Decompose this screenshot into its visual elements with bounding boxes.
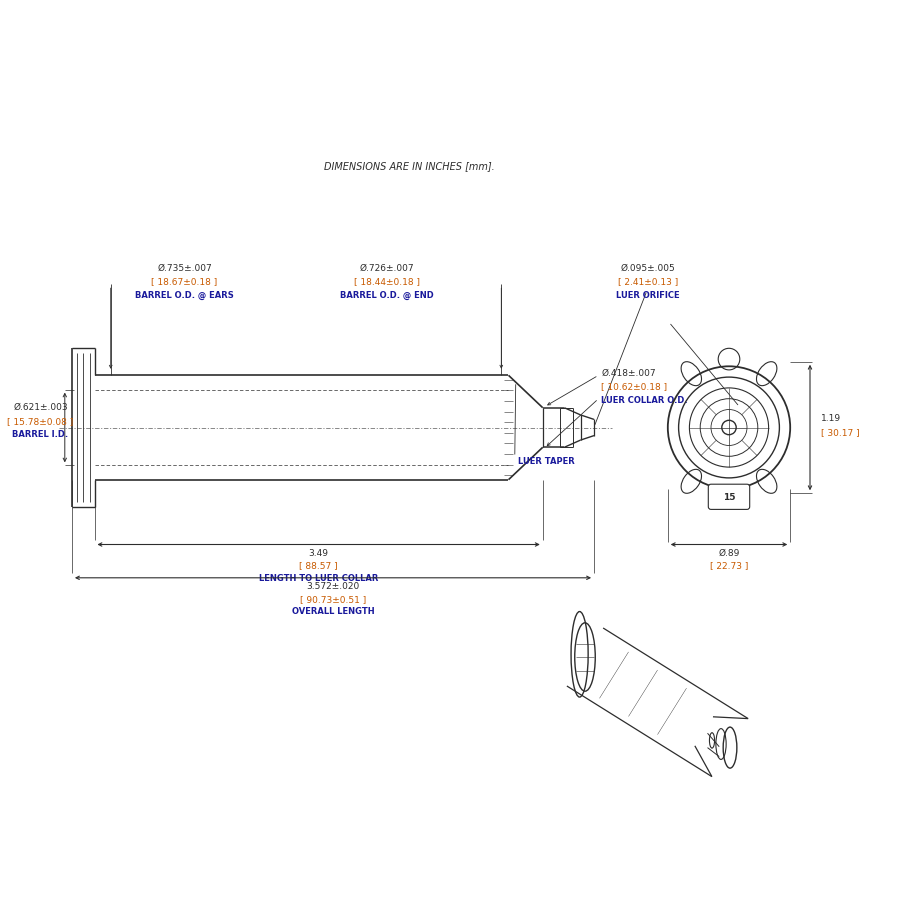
Text: LUER COLLAR O.D.: LUER COLLAR O.D. [601,396,688,405]
Text: LUER ORIFICE: LUER ORIFICE [616,291,680,300]
Text: [ 15.78±0.08 ]: [ 15.78±0.08 ] [7,417,74,426]
Text: 3.49: 3.49 [309,549,328,558]
Text: Ø.735±.007: Ø.735±.007 [158,264,212,273]
Text: [ 18.67±0.18 ]: [ 18.67±0.18 ] [151,277,218,286]
Text: [ 90.73±0.51 ]: [ 90.73±0.51 ] [300,595,366,604]
Text: Ø.726±.007: Ø.726±.007 [360,264,414,273]
Text: Ø.418±.007: Ø.418±.007 [601,369,656,378]
Text: [ 22.73 ]: [ 22.73 ] [710,562,748,571]
Text: [ 30.17 ]: [ 30.17 ] [821,428,860,437]
Text: LENGTH TO LUER COLLAR: LENGTH TO LUER COLLAR [259,574,378,583]
Text: OVERALL LENGTH: OVERALL LENGTH [292,608,374,616]
Text: BARREL O.D. @ END: BARREL O.D. @ END [340,291,434,300]
Text: 15: 15 [723,493,735,502]
Text: Ø.095±.005: Ø.095±.005 [621,264,675,273]
Text: BARREL I.D.: BARREL I.D. [13,430,68,439]
Text: BARREL O.D. @ EARS: BARREL O.D. @ EARS [135,291,234,300]
Text: 1.19: 1.19 [821,414,841,423]
Text: Ø.621±.003: Ø.621±.003 [14,403,68,412]
Text: DIMENSIONS ARE IN INCHES [mm].: DIMENSIONS ARE IN INCHES [mm]. [324,161,495,172]
Text: 3.572±.020: 3.572±.020 [306,582,360,591]
Text: Ø.89: Ø.89 [718,549,740,558]
Text: [ 10.62±0.18 ]: [ 10.62±0.18 ] [601,382,667,392]
Text: [ 2.41±0.13 ]: [ 2.41±0.13 ] [618,277,678,286]
FancyBboxPatch shape [708,484,750,509]
Text: LUER TAPER: LUER TAPER [518,457,574,466]
Text: [ 18.44±0.18 ]: [ 18.44±0.18 ] [354,277,420,286]
Text: [ 88.57 ]: [ 88.57 ] [300,562,338,571]
